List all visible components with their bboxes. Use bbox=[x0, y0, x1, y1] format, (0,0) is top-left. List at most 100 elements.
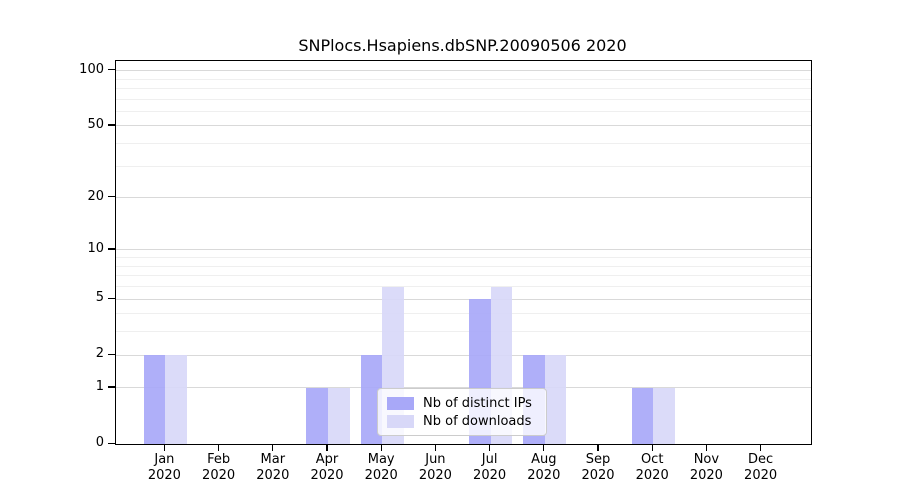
y-tick-mark bbox=[108, 386, 115, 388]
y-tick-mark bbox=[108, 69, 115, 71]
y-tick-mark bbox=[108, 442, 115, 444]
legend-item-distinct-ips: Nb of distinct IPs bbox=[387, 396, 537, 411]
x-tick-label: Dec 2020 bbox=[726, 452, 796, 483]
x-tick-year: 2020 bbox=[689, 467, 723, 483]
x-tick-year: 2020 bbox=[256, 467, 290, 483]
x-tick-year: 2020 bbox=[527, 467, 561, 483]
bar-downloads bbox=[653, 387, 675, 444]
major-gridline bbox=[116, 125, 811, 127]
y-tick-label: 1 bbox=[95, 378, 104, 394]
x-tick-month: Sep bbox=[585, 452, 611, 467]
x-tick-mark bbox=[597, 444, 599, 451]
x-tick-year: 2020 bbox=[418, 467, 452, 483]
y-tick-mark bbox=[108, 196, 115, 198]
x-tick-mark bbox=[489, 444, 491, 451]
minor-gridline bbox=[116, 265, 811, 267]
y-tick-label: 5 bbox=[95, 290, 104, 306]
x-tick-label: Nov 2020 bbox=[671, 452, 741, 483]
x-tick-mark bbox=[326, 444, 328, 451]
x-tick-mark bbox=[163, 444, 165, 451]
legend-swatch-downloads-icon bbox=[387, 414, 414, 428]
x-tick-label: Apr 2020 bbox=[292, 452, 362, 483]
legend-item-downloads: Nb of downloads bbox=[387, 414, 537, 429]
x-tick-month: Jun bbox=[425, 452, 446, 467]
x-tick-month: Feb bbox=[207, 452, 231, 467]
x-tick-year: 2020 bbox=[473, 467, 507, 483]
x-tick-mark bbox=[705, 444, 707, 451]
x-tick-month: Mar bbox=[260, 452, 286, 467]
legend-label-downloads: Nb of downloads bbox=[423, 413, 532, 429]
y-tick-mark bbox=[108, 248, 115, 250]
major-gridline bbox=[116, 197, 811, 199]
x-tick-label: Jan 2020 bbox=[129, 452, 199, 483]
major-gridline bbox=[116, 298, 811, 300]
minor-gridline bbox=[116, 110, 811, 112]
x-tick-label: Feb 2020 bbox=[184, 452, 254, 483]
x-tick-mark bbox=[434, 444, 436, 451]
minor-gridline bbox=[116, 78, 811, 80]
minor-gridline bbox=[116, 331, 811, 333]
y-tick-label: 2 bbox=[95, 346, 104, 362]
legend-label-distinct-ips: Nb of distinct IPs bbox=[423, 395, 532, 411]
minor-gridline bbox=[116, 165, 811, 167]
y-tick-label: 20 bbox=[87, 188, 104, 204]
x-tick-month: May bbox=[367, 452, 395, 467]
minor-gridline bbox=[116, 257, 811, 259]
x-tick-month: Jan bbox=[154, 452, 175, 467]
minor-gridline bbox=[116, 87, 811, 89]
y-tick-mark bbox=[108, 124, 115, 126]
x-tick-mark bbox=[380, 444, 382, 451]
chart-title: SNPlocs.Hsapiens.dbSNP.20090506 2020 bbox=[298, 36, 627, 55]
legend-swatch-distinct-ips-icon bbox=[387, 396, 414, 410]
y-tick-label: 0 bbox=[95, 435, 104, 450]
x-tick-mark bbox=[272, 444, 274, 451]
bar-downloads bbox=[544, 355, 567, 444]
x-tick-label: Aug 2020 bbox=[509, 452, 579, 483]
major-gridline bbox=[116, 70, 811, 72]
y-tick-mark bbox=[108, 297, 115, 299]
x-tick-mark bbox=[651, 444, 653, 451]
x-tick-year: 2020 bbox=[744, 467, 778, 483]
x-tick-label: Mar 2020 bbox=[238, 452, 308, 483]
x-tick-year: 2020 bbox=[581, 467, 615, 483]
x-tick-month: Nov bbox=[693, 452, 720, 467]
x-tick-label: Sep 2020 bbox=[563, 452, 633, 483]
y-tick-mark bbox=[108, 353, 115, 355]
x-tick-mark bbox=[218, 444, 220, 451]
y-tick-label: 10 bbox=[87, 240, 104, 256]
minor-gridline bbox=[116, 286, 811, 288]
bar-distinct-ips bbox=[143, 355, 166, 444]
minor-gridline bbox=[116, 143, 811, 145]
x-tick-year: 2020 bbox=[147, 467, 181, 483]
y-tick-label: 100 bbox=[79, 61, 104, 77]
x-tick-mark bbox=[760, 444, 762, 451]
x-tick-month: Aug bbox=[531, 452, 557, 467]
major-gridline bbox=[116, 387, 811, 389]
x-tick-label: May 2020 bbox=[346, 452, 416, 483]
bar-distinct-ips bbox=[360, 355, 383, 444]
x-tick-label: Jul 2020 bbox=[455, 452, 525, 483]
bar-distinct-ips bbox=[631, 387, 654, 444]
x-tick-label: Jun 2020 bbox=[400, 452, 470, 483]
x-tick-month: Dec bbox=[748, 452, 774, 467]
major-gridline bbox=[116, 354, 811, 356]
bar-downloads bbox=[328, 387, 350, 444]
x-tick-year: 2020 bbox=[202, 467, 236, 483]
bar-distinct-ips bbox=[306, 387, 328, 444]
bar-downloads bbox=[165, 355, 188, 444]
minor-gridline bbox=[116, 275, 811, 277]
y-tick-label: 50 bbox=[87, 116, 104, 132]
x-tick-label: Oct 2020 bbox=[617, 452, 687, 483]
plot-area bbox=[115, 60, 812, 445]
minor-gridline bbox=[116, 98, 811, 100]
x-tick-year: 2020 bbox=[364, 467, 398, 483]
legend: Nb of distinct IPs Nb of downloads bbox=[377, 388, 547, 436]
x-tick-month: Oct bbox=[640, 452, 664, 467]
x-tick-mark bbox=[543, 444, 545, 451]
x-tick-year: 2020 bbox=[310, 467, 344, 483]
x-tick-year: 2020 bbox=[635, 467, 669, 483]
x-tick-month: Apr bbox=[315, 452, 339, 467]
major-gridline bbox=[116, 249, 811, 251]
minor-gridline bbox=[116, 313, 811, 315]
